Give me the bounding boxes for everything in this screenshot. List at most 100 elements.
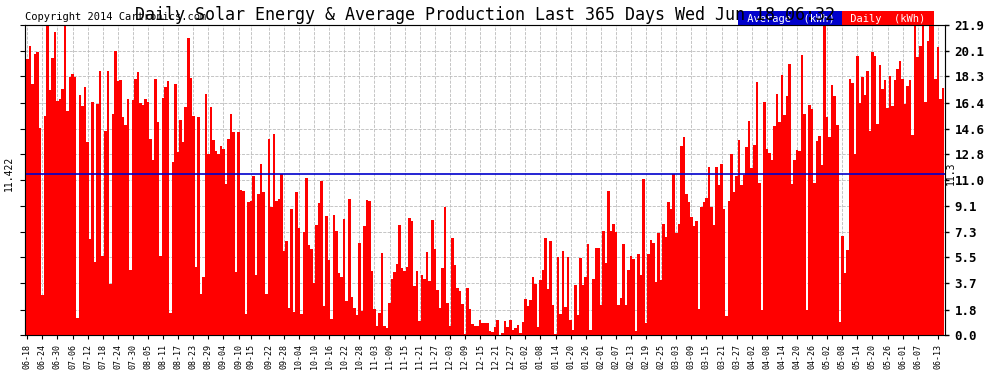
Bar: [453, 264, 456, 335]
Bar: [177, 152, 179, 335]
Bar: [801, 55, 803, 335]
Bar: [587, 244, 589, 335]
Bar: [293, 312, 295, 335]
Bar: [71, 74, 74, 335]
Bar: [914, 25, 917, 335]
Bar: [326, 216, 328, 335]
Bar: [331, 318, 333, 335]
Bar: [647, 254, 649, 335]
Bar: [643, 179, 644, 335]
Bar: [941, 88, 944, 335]
Bar: [197, 117, 200, 335]
Bar: [161, 98, 164, 335]
Bar: [446, 303, 448, 335]
Bar: [695, 221, 698, 335]
Bar: [839, 322, 842, 335]
Bar: [886, 108, 889, 335]
Bar: [768, 153, 770, 335]
Bar: [745, 147, 748, 335]
Bar: [350, 297, 353, 335]
Bar: [693, 226, 695, 335]
Bar: [137, 72, 140, 335]
Bar: [551, 305, 554, 335]
Bar: [652, 243, 654, 335]
Bar: [338, 273, 341, 335]
Bar: [36, 52, 39, 335]
Bar: [924, 102, 927, 335]
Bar: [499, 334, 502, 335]
Bar: [879, 65, 881, 335]
Bar: [210, 107, 212, 335]
Bar: [135, 78, 137, 335]
Bar: [174, 84, 177, 335]
Bar: [91, 102, 94, 335]
Bar: [612, 224, 615, 335]
Bar: [74, 77, 76, 335]
Bar: [169, 313, 172, 335]
Bar: [461, 304, 463, 335]
Bar: [824, 26, 826, 335]
Bar: [127, 99, 129, 335]
Bar: [796, 150, 798, 335]
Bar: [660, 280, 662, 335]
Bar: [451, 238, 453, 335]
Bar: [682, 137, 685, 335]
Bar: [778, 122, 781, 335]
Bar: [117, 81, 119, 335]
Bar: [919, 46, 922, 335]
Bar: [471, 324, 474, 335]
Bar: [884, 80, 886, 335]
Bar: [605, 263, 607, 335]
Bar: [248, 202, 249, 335]
Bar: [341, 277, 343, 335]
Bar: [434, 249, 436, 335]
Bar: [909, 80, 912, 335]
Text: 11.3: 11.3: [945, 162, 955, 185]
Bar: [736, 176, 738, 335]
Bar: [868, 131, 871, 335]
Bar: [600, 305, 602, 335]
Bar: [129, 270, 132, 335]
Bar: [509, 320, 512, 335]
Bar: [904, 104, 907, 335]
Bar: [607, 191, 610, 335]
Bar: [595, 248, 597, 335]
Bar: [584, 277, 587, 335]
Bar: [154, 80, 156, 335]
Bar: [89, 239, 91, 335]
Bar: [238, 132, 240, 335]
Bar: [853, 154, 856, 335]
Bar: [63, 25, 66, 335]
Bar: [871, 52, 874, 335]
Bar: [935, 79, 937, 335]
Bar: [554, 334, 556, 335]
Bar: [132, 100, 135, 335]
Bar: [843, 273, 846, 335]
Bar: [448, 326, 451, 335]
Bar: [496, 320, 499, 335]
Bar: [39, 128, 42, 335]
Bar: [187, 38, 189, 335]
Bar: [644, 323, 647, 335]
Bar: [728, 201, 731, 335]
Bar: [230, 114, 233, 335]
Bar: [368, 201, 370, 335]
Bar: [863, 94, 866, 335]
Bar: [675, 233, 677, 335]
Bar: [114, 51, 117, 335]
Bar: [670, 209, 672, 335]
Bar: [315, 225, 318, 335]
Bar: [489, 331, 491, 335]
Bar: [310, 249, 313, 335]
Bar: [494, 327, 496, 335]
Bar: [507, 327, 509, 335]
Bar: [512, 330, 514, 335]
Bar: [142, 105, 145, 335]
Bar: [816, 141, 819, 335]
Bar: [876, 124, 879, 335]
Bar: [466, 288, 468, 335]
Bar: [556, 257, 559, 335]
Bar: [212, 141, 215, 335]
Bar: [84, 87, 86, 335]
Bar: [577, 315, 579, 335]
